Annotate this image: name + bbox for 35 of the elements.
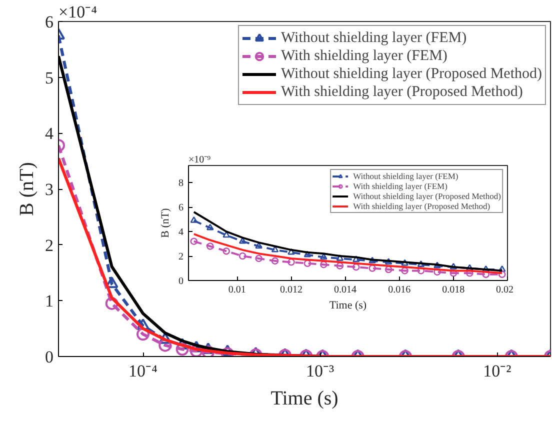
- x-tick-label: 0.012: [280, 284, 302, 296]
- x-tick-label: 0.016: [388, 284, 411, 296]
- y-tick-label: 4: [178, 227, 184, 238]
- legend-label: With shielding layer (FEM): [353, 181, 448, 191]
- y-tick-label: 4: [45, 124, 54, 144]
- annotation: ×10⁻⁹: [188, 154, 212, 166]
- x-axis-title: Time (s): [329, 300, 367, 312]
- y-tick-label: 0: [45, 348, 54, 366]
- legend-label: With shielding layer (Proposed Method): [353, 201, 490, 211]
- text: ×10⁻⁴: [58, 2, 98, 22]
- x-tick-label: 0.01: [228, 284, 246, 296]
- y-axis-title: B (nT): [16, 162, 38, 216]
- y-tick-label: 2: [45, 236, 54, 255]
- y-tick-label: 6: [45, 12, 54, 32]
- x-tick-label: 10⁻²: [483, 362, 512, 380]
- y-tick-label: 2: [178, 252, 184, 263]
- y-tick-label: 5: [45, 68, 54, 88]
- x-tick-label: 10⁻³: [306, 362, 334, 380]
- y-tick-label: 0: [178, 276, 184, 287]
- legend-label: With shielding layer (FEM): [280, 47, 448, 65]
- y-tick-label: 8: [178, 178, 184, 190]
- legend-label: With shielding layer (Proposed Method): [280, 83, 523, 101]
- legend-label: Without shielding layer (FEM): [353, 171, 458, 181]
- x-tick-label: 0.014: [334, 284, 357, 296]
- x-axis-title: Time (s): [270, 388, 338, 410]
- y-axis-title: B (nT): [160, 208, 172, 238]
- y-tick-label: 1: [45, 292, 54, 311]
- legend-label: Without shielding layer (FEM): [280, 29, 467, 47]
- y-tick-label: 6: [178, 202, 184, 214]
- legend-label: Without shielding layer (Proposed Method): [280, 65, 542, 83]
- y-tick-label: 3: [45, 180, 54, 199]
- x-tick-label: 0.018: [442, 284, 465, 296]
- legend-label: Without shielding layer (Proposed Method): [353, 191, 501, 201]
- x-tick-label: 0.02: [496, 284, 514, 296]
- x-tick-label: 10⁻⁴: [128, 362, 158, 380]
